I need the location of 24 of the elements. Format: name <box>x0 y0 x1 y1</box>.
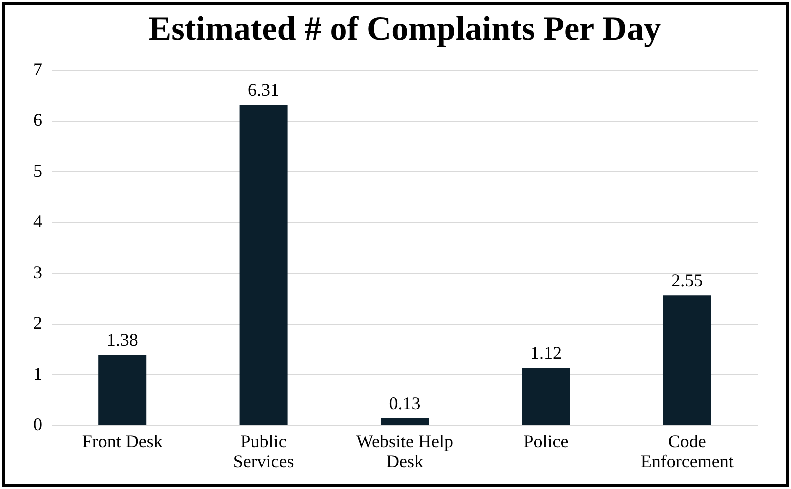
y-tick-label: 5 <box>34 160 42 181</box>
x-tick-label: Front Desk <box>82 432 163 452</box>
data-label: 2.55 <box>672 270 704 291</box>
y-tick-label: 7 <box>34 60 42 80</box>
x-tick-label: Code Enforcement <box>640 432 734 472</box>
y-tick-label: 2 <box>34 313 42 334</box>
chart-title: Estimated # of Complaints Per Day <box>148 11 662 48</box>
bar <box>240 104 288 425</box>
data-label: 0.13 <box>389 393 421 414</box>
data-label: 1.38 <box>106 330 138 350</box>
x-tick-label: Public Services <box>233 432 294 472</box>
y-tick-label: 3 <box>34 262 42 282</box>
y-tick-label: 6 <box>34 110 42 130</box>
bar <box>663 296 712 425</box>
y-tick-label: 4 <box>34 212 42 232</box>
data-label: 6.31 <box>248 80 280 100</box>
x-tick-label: Police <box>524 432 569 452</box>
y-tick-label: 1 <box>34 364 42 384</box>
bar <box>98 355 147 425</box>
bar <box>380 418 430 425</box>
bar <box>522 368 570 425</box>
data-label: 1.12 <box>530 343 562 364</box>
x-tick-label: Website Help Desk <box>356 432 454 472</box>
y-tick-label: 0 <box>34 414 42 434</box>
